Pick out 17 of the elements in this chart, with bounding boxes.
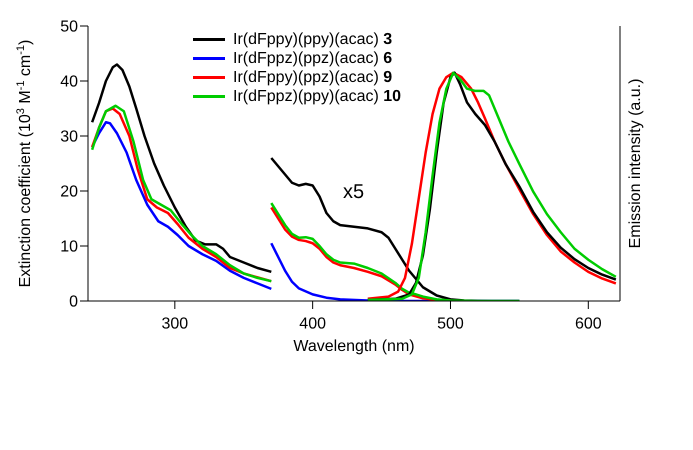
- legend-label: Ir(dFppy)(ppz)(acac) 9: [233, 68, 392, 87]
- x-tick-label: 600: [574, 315, 602, 332]
- y-tick-label: 40: [60, 74, 78, 91]
- x-tick-label: 500: [437, 315, 464, 332]
- y-tick-label: 20: [60, 184, 78, 201]
- legend-label: Ir(dFppz)(ppy)(acac) 10: [233, 87, 402, 106]
- legend-label: Ir(dFppz)(ppz)(acac) 6: [233, 49, 392, 68]
- y-tick-label: 30: [60, 128, 78, 146]
- annotation: x5: [343, 181, 364, 203]
- x-axis-title: Wavelength (nm): [293, 338, 415, 355]
- y-tick-label: 50: [60, 18, 78, 36]
- x-tick-label: 400: [299, 315, 326, 332]
- x-tick-label: 300: [161, 315, 188, 332]
- legend-label: Ir(dFppy)(ppy)(acac) 3: [233, 30, 392, 49]
- y-tick-label: 10: [60, 238, 78, 256]
- y2-axis-title: Emission intensity (a.u.): [627, 78, 644, 248]
- y-tick-label: 0: [69, 294, 78, 311]
